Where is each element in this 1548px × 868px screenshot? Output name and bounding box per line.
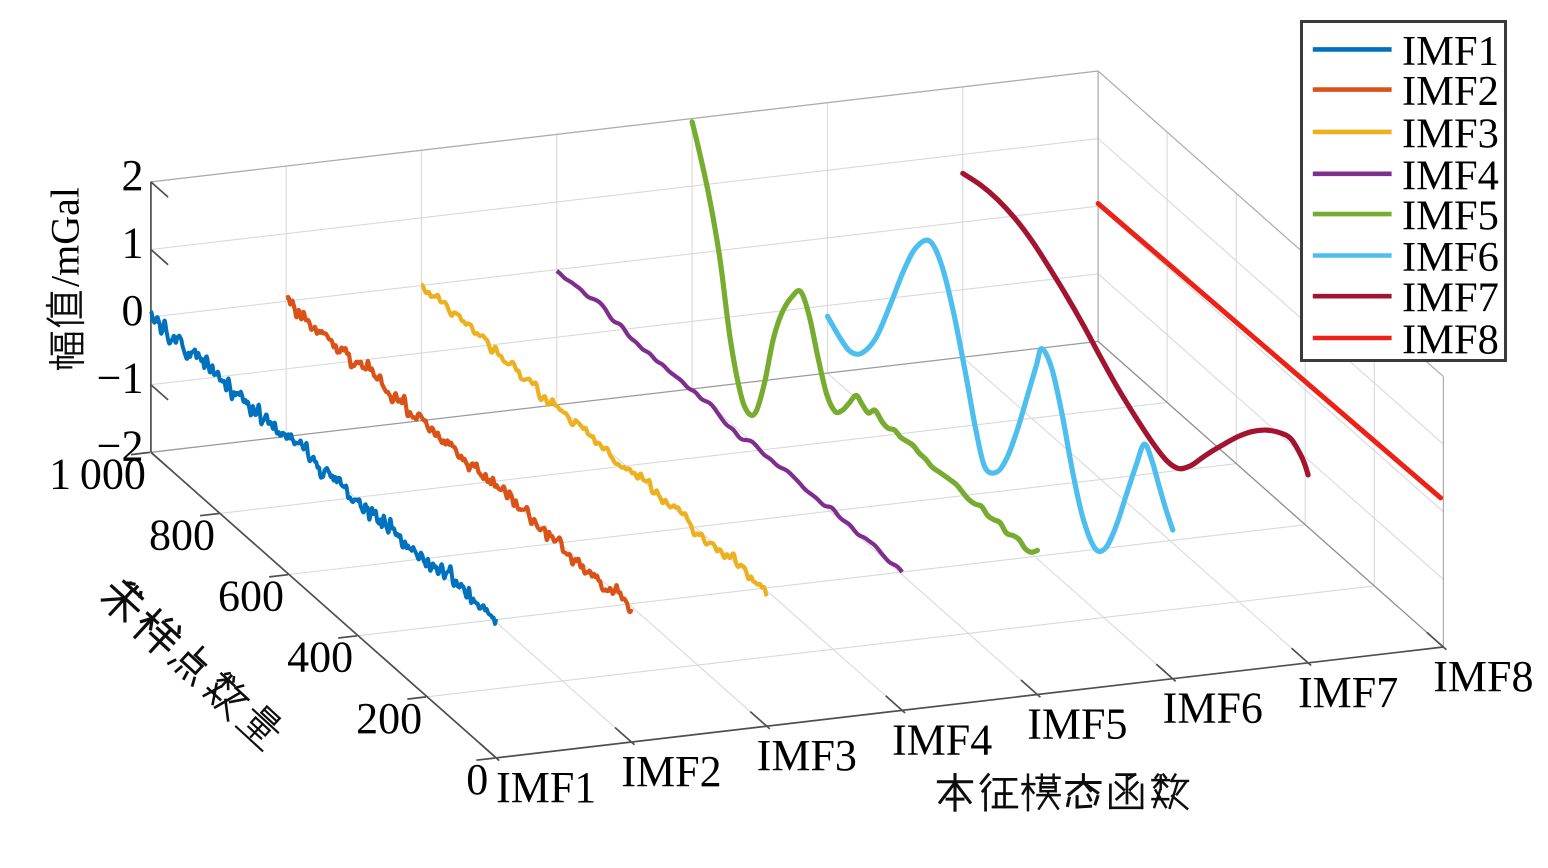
svg-text:800: 800: [149, 510, 215, 559]
svg-text:IMF7: IMF7: [1402, 275, 1499, 322]
svg-text:1: 1: [122, 219, 144, 268]
svg-text:IMF7: IMF7: [1298, 668, 1398, 717]
svg-text:IMF3: IMF3: [1402, 110, 1499, 157]
svg-text:IMF2: IMF2: [1402, 68, 1499, 115]
svg-text:2: 2: [122, 151, 144, 200]
svg-text:IMF3: IMF3: [757, 731, 857, 780]
svg-text:IMF6: IMF6: [1163, 684, 1263, 733]
svg-text:−1: −1: [97, 354, 144, 403]
svg-text:IMF1: IMF1: [496, 763, 596, 812]
svg-text:600: 600: [218, 572, 284, 621]
svg-text:0: 0: [466, 755, 488, 804]
svg-text:IMF8: IMF8: [1402, 317, 1499, 364]
svg-text:IMF4: IMF4: [892, 715, 992, 764]
svg-text:IMF2: IMF2: [621, 747, 721, 796]
svg-text:IMF1: IMF1: [1402, 28, 1499, 75]
svg-text:/mGal: /mGal: [43, 187, 88, 287]
svg-text:−2: −2: [97, 421, 144, 470]
svg-text:IMF8: IMF8: [1433, 652, 1533, 701]
svg-text:IMF4: IMF4: [1402, 152, 1499, 199]
svg-text:IMF5: IMF5: [1027, 700, 1127, 749]
svg-text:IMF5: IMF5: [1402, 193, 1499, 240]
svg-text:400: 400: [287, 633, 353, 682]
svg-text:IMF6: IMF6: [1402, 234, 1499, 281]
svg-text:1 000: 1 000: [49, 449, 146, 498]
svg-text:0: 0: [122, 286, 144, 335]
svg-text:200: 200: [356, 694, 422, 743]
